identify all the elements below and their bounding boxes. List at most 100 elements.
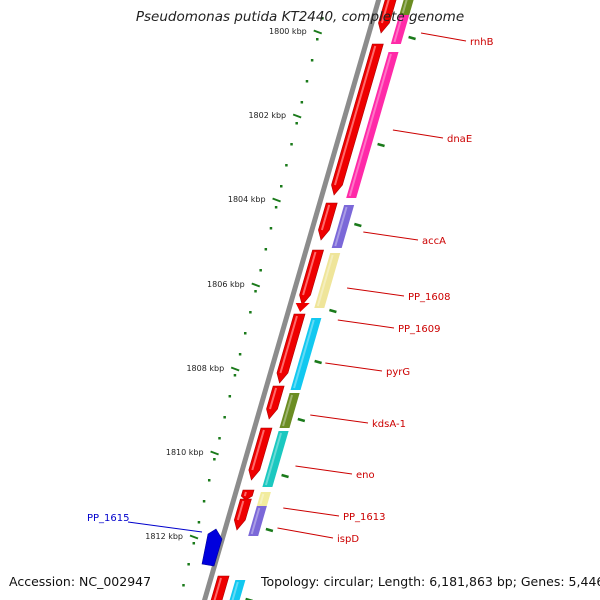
scale-dot [290, 143, 293, 146]
scale-tick [272, 197, 281, 203]
gene-label-leader [337, 319, 395, 329]
cog-bar [262, 431, 289, 487]
cog-bar-highlight [231, 581, 239, 600]
feature-tick [408, 35, 416, 41]
gene-arrow-reverse [201, 528, 223, 567]
gene-label: PP_1615 [87, 513, 130, 524]
scale-dot [321, 17, 324, 20]
gene-arrow-highlight [251, 429, 265, 471]
cog-bar [279, 393, 300, 428]
scale-dot [285, 164, 288, 167]
gene-label-leader [420, 32, 467, 42]
gene-labels: rnhB dnaE accA PP_1608 PP_1609 pyrG kdsA-1 eno P… [87, 32, 494, 545]
gene-label: ispD [337, 534, 359, 545]
cog-bar-highlight [316, 254, 334, 307]
tick-label: 1810 kbp [166, 448, 204, 457]
tick-label: 1800 kbp [269, 27, 307, 36]
scale-tick [313, 29, 323, 35]
scale-dot [243, 332, 247, 335]
cog-bar [314, 253, 341, 308]
tick-label: 1808 kbp [186, 364, 224, 373]
scale-dot [316, 38, 319, 41]
feature-tick [245, 597, 253, 600]
cog-bar-highlight [334, 206, 348, 247]
feature-tick [281, 473, 289, 479]
cog-bar-highlight [393, 16, 403, 43]
scale-dot [187, 563, 190, 566]
feature-tick [354, 222, 362, 228]
gene-arrow-forward [233, 498, 252, 531]
cog-bar [229, 580, 246, 600]
gene-arrow-highlight [302, 251, 317, 296]
feature-tick [297, 417, 306, 423]
gene-label-leader [295, 465, 353, 475]
gene-arrow-highlight [243, 491, 247, 497]
topology-label: Topology: circular; Length: 6,181,863 bp… [261, 574, 600, 589]
scale-dot [182, 584, 185, 587]
cog-bar-highlight [348, 53, 392, 197]
scale-dot [310, 59, 314, 62]
gene-label: accA [422, 236, 446, 247]
gene-label-leader [283, 507, 340, 517]
scale-dot [254, 290, 257, 293]
scale-dot [295, 122, 298, 125]
cog-bar [248, 506, 267, 536]
cog-bar-highlight [250, 507, 261, 535]
scale-tick [230, 366, 240, 372]
gene-label: PP_1609 [398, 324, 441, 335]
gene-label-leader [325, 362, 383, 372]
cog-bar-highlight [282, 394, 294, 427]
gene-label: PP_1613 [343, 512, 386, 523]
cog-bar [290, 318, 322, 390]
feature-tick [377, 142, 385, 148]
map-title: Pseudomonas putida KT2440, complete geno… [135, 9, 465, 25]
tick-label: 1804 kbp [228, 195, 266, 204]
gene-label: kdsA-1 [372, 419, 406, 430]
gene-label: rnhB [470, 37, 494, 48]
scale-dot [202, 500, 206, 503]
cog-bar [331, 205, 355, 248]
gene-arrow-highlight [236, 500, 245, 521]
gene-arrow-forward [331, 43, 384, 196]
feature-tick [265, 527, 274, 533]
gene-label-leader [127, 521, 203, 533]
scale-dot [218, 437, 221, 440]
gene-arrow-highlight [380, 0, 390, 24]
gene-label-leader [392, 129, 444, 139]
gene-arrow-highlight [279, 315, 298, 374]
scale-dot [207, 479, 211, 482]
gene-arrow-forward [248, 427, 273, 481]
scale-dot [197, 521, 201, 524]
cog-bar [390, 15, 410, 44]
scale-dot [228, 395, 232, 398]
gene-arrow-forward [240, 489, 255, 501]
gene-label-leader [347, 287, 405, 297]
tick-label: 1812 kbp [145, 532, 183, 541]
scale-dot [305, 80, 309, 83]
tick-label: 1806 kbp [207, 280, 245, 289]
scale-dot [233, 374, 237, 377]
scale-dot [213, 458, 216, 461]
gene-label: PP_1608 [408, 292, 451, 303]
scale-ticks: 1800 kbp 1802 kbp 1804 kbp 1806 kbp 1808 kbp… [145, 27, 323, 541]
feature-tick [314, 359, 322, 365]
scale-tick [189, 534, 199, 540]
gene-arrow-forward [276, 313, 306, 384]
cog-bar-highlight [259, 493, 265, 505]
cog-bar [399, 0, 414, 15]
tick-label: 1802 kbp [248, 111, 286, 120]
gene-arrow-forward [299, 249, 324, 306]
gene-arrow-highlight [269, 387, 278, 410]
gene-label: dnaE [447, 134, 472, 145]
scale-dot [274, 206, 278, 209]
scale-dot [192, 542, 196, 545]
gene-arrow-forward-small [295, 303, 310, 312]
cog-bar-highlight [293, 319, 315, 389]
cog-bar-highlight [264, 432, 282, 486]
gene-label-leader [310, 414, 369, 424]
gene-features [201, 0, 416, 600]
gene-arrow-forward [266, 385, 285, 420]
scale-tick [292, 113, 302, 119]
